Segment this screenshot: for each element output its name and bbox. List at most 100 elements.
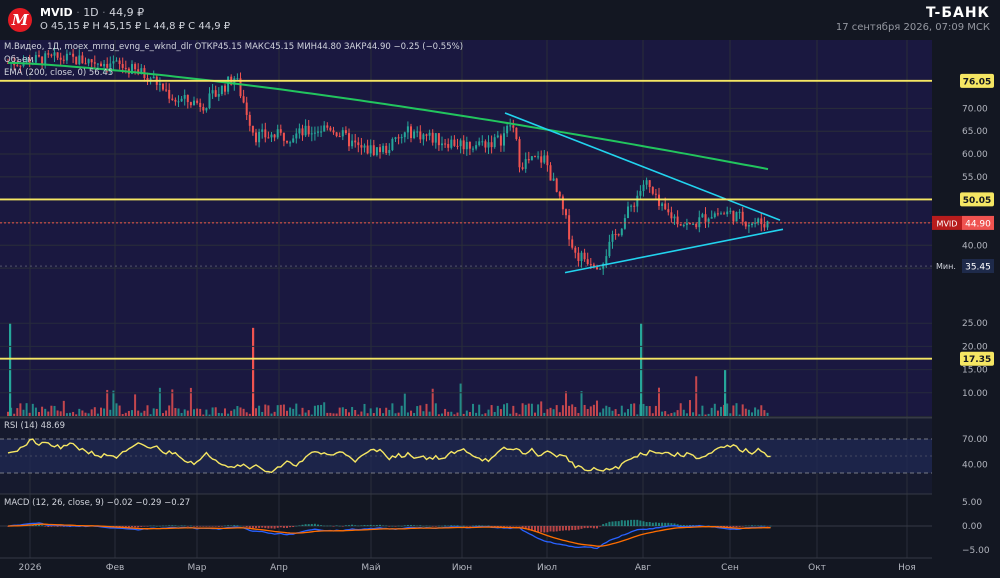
- volume-bar: [295, 403, 298, 416]
- candle: [41, 56, 44, 66]
- volume-bar: [555, 405, 558, 416]
- min-value-bg: [962, 259, 994, 274]
- volume-bar: [19, 403, 22, 416]
- volume-bar: [258, 405, 261, 416]
- volume-bar: [140, 412, 143, 416]
- volume-bar: [217, 412, 220, 416]
- volume-bar: [400, 405, 403, 416]
- macd-histogram-bar: [351, 524, 354, 526]
- candle: [84, 63, 87, 65]
- macd-histogram-bar: [363, 525, 366, 526]
- macd-histogram-bar: [369, 524, 372, 526]
- volume-bar: [131, 410, 133, 416]
- candle: [242, 96, 245, 103]
- vol-y-tick: 15.00: [962, 366, 988, 376]
- candle: [72, 53, 75, 57]
- volume-bar: [462, 413, 465, 416]
- macd-histogram-bar: [760, 525, 763, 526]
- volume-bar: [47, 411, 50, 416]
- macd-histogram-bar: [459, 525, 462, 527]
- y-tick-label: 40.00: [962, 241, 988, 251]
- macd-histogram-bar: [524, 526, 527, 530]
- candle: [47, 53, 50, 55]
- candle: [19, 65, 22, 67]
- macd-histogram-bar: [183, 525, 186, 527]
- volume-bar: [366, 413, 369, 416]
- volume-bar: [537, 404, 540, 416]
- candle: [329, 127, 332, 131]
- macd-histogram-bar: [224, 525, 226, 527]
- volume-bar: [565, 391, 567, 416]
- macd-histogram-bar: [242, 526, 245, 527]
- candle: [741, 211, 744, 222]
- candle: [744, 221, 747, 227]
- macd-histogram-bar: [196, 526, 199, 527]
- candle: [81, 55, 84, 64]
- volume-bar: [741, 404, 744, 416]
- volume-bar: [633, 403, 636, 416]
- macd-histogram-bar: [282, 526, 285, 528]
- volume-bar: [499, 409, 502, 416]
- vol-y-tick: 10.00: [962, 389, 988, 399]
- volume-bar: [286, 410, 288, 416]
- macd-histogram-bar: [605, 523, 608, 526]
- candle: [524, 159, 527, 169]
- macd-histogram-bar: [450, 525, 453, 526]
- macd-histogram-bar: [465, 526, 468, 527]
- candle: [441, 143, 443, 146]
- candle: [372, 145, 375, 156]
- macd-y-tick: 5.00: [962, 498, 982, 508]
- candle: [168, 89, 171, 99]
- interval[interactable]: 1D: [83, 6, 99, 19]
- candle: [515, 127, 518, 140]
- candle: [106, 63, 109, 68]
- macd-histogram-bar: [227, 525, 230, 526]
- candle: [462, 140, 465, 150]
- candle: [490, 142, 493, 148]
- volume-bar: [623, 412, 626, 416]
- x-tick-label: Фев: [106, 563, 125, 573]
- macd-y-tick: −5.00: [962, 546, 990, 556]
- candle: [549, 165, 552, 181]
- macd-histogram-bar: [608, 521, 611, 526]
- macd-histogram-bar: [155, 525, 158, 527]
- volume-bar: [571, 404, 574, 416]
- volume-bar: [214, 407, 217, 416]
- candle: [276, 129, 279, 138]
- candle: [217, 94, 220, 97]
- macd-histogram-bar: [763, 525, 766, 527]
- candle: [685, 223, 688, 226]
- volume-bar: [313, 405, 316, 416]
- volume-bar: [50, 405, 53, 416]
- volume-bar: [22, 409, 25, 416]
- macd-histogram-bar: [335, 525, 338, 526]
- candle: [177, 101, 180, 103]
- macd-histogram-bar: [472, 525, 474, 527]
- volume-bar: [534, 412, 536, 416]
- ticker-symbol[interactable]: MVID: [40, 6, 73, 19]
- volume-bar: [7, 411, 9, 416]
- macd-histogram-bar: [137, 526, 140, 528]
- candle: [596, 267, 598, 269]
- volume-bar: [199, 408, 202, 416]
- candle: [592, 264, 595, 268]
- volume-bar: [202, 414, 205, 416]
- x-tick-label: Сен: [721, 563, 739, 573]
- volume-bar: [174, 408, 177, 416]
- volume-bar: [419, 405, 422, 416]
- macd-histogram-bar: [146, 526, 149, 527]
- candle: [28, 58, 31, 65]
- macd-histogram-bar: [276, 526, 279, 528]
- candle: [673, 216, 676, 219]
- volume-bar: [270, 413, 273, 416]
- macd-histogram-bar: [530, 526, 533, 531]
- candle: [645, 180, 648, 185]
- x-tick-label: Ноя: [898, 563, 916, 573]
- candle: [648, 180, 651, 188]
- x-tick-label: 2026: [19, 563, 42, 573]
- volume-bar: [282, 404, 285, 416]
- candle: [754, 222, 757, 224]
- macd-histogram-bar: [512, 526, 515, 527]
- macd-histogram-bar: [174, 525, 177, 526]
